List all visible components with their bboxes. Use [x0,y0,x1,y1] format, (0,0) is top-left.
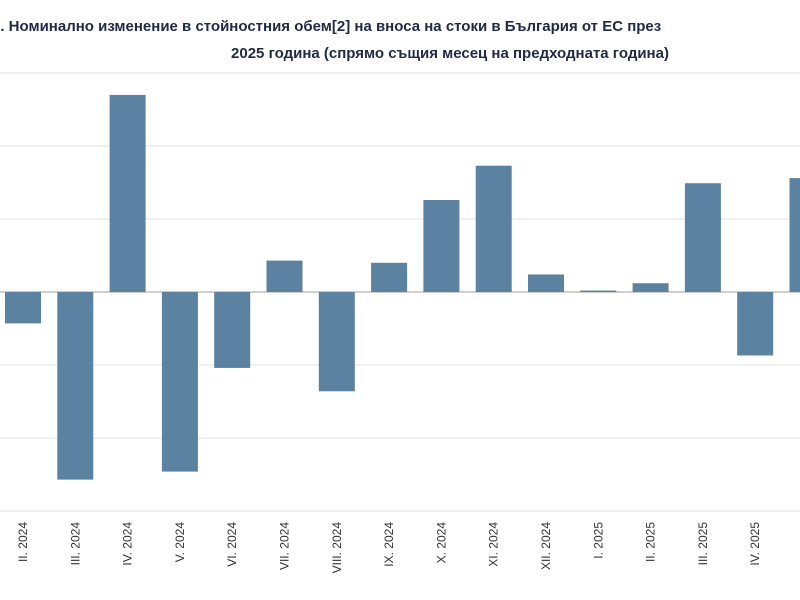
bar-3 [110,95,146,292]
bars [5,95,800,480]
bar-6 [267,261,303,292]
x-tick-label: XI. 2024 [487,522,501,567]
bar-chart: II. 2024 III. 2024 IV. 2024 V. 2024 VI. 2024… [0,0,800,600]
bar-14 [685,183,721,292]
x-tick-label: IV. 2024 [121,522,135,566]
x-tick-label: VIII. 2024 [330,522,344,574]
bar-13 [633,283,669,292]
bar-7 [319,292,355,391]
x-tick-labels: II. 2024 III. 2024 IV. 2024 V. 2024 VI. 2024… [16,522,800,574]
bar-4 [162,292,198,472]
bar-9 [423,200,459,292]
x-tick-label: VII. 2024 [278,522,292,570]
x-tick-label: VI. 2024 [225,522,239,567]
x-tick-label: I. 2025 [591,522,605,559]
x-tick-label: XII. 2024 [539,522,553,570]
x-tick-label: V. 2024 [173,522,187,563]
x-tick-label: IX. 2024 [382,522,396,567]
x-tick-label: IV. 2025 [748,522,762,566]
x-tick-label: II. 2024 [16,522,30,562]
bar-11 [528,274,564,292]
x-tick-label: X. 2024 [434,522,448,564]
x-tick-label: III. 2024 [68,522,82,566]
x-tick-label: III. 2025 [696,522,710,566]
bar-1 [5,292,41,323]
bar-2 [57,292,93,480]
bar-5 [214,292,250,368]
bar-10 [476,166,512,292]
x-tick-label: II. 2025 [644,522,658,562]
bar-8 [371,263,407,292]
bar-15 [737,292,773,356]
bar-16 [790,178,800,292]
bar-12 [580,291,616,292]
